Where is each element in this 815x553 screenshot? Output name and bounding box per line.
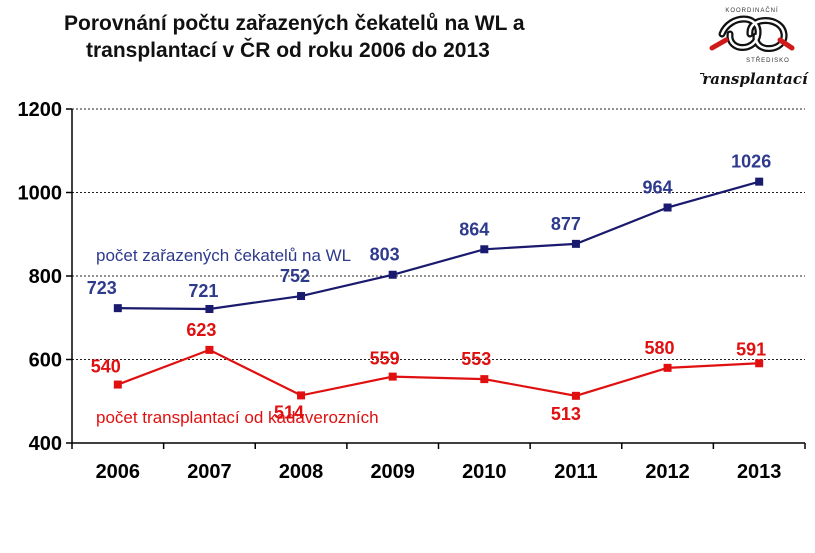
data-point-marker [480,375,489,384]
data-label: 591 [736,339,766,359]
data-point-marker [205,345,214,354]
x-tick-label: 2013 [737,461,782,483]
axes [66,108,806,449]
chart-title: Porovnání počtu zařazených čekatelů na W… [64,10,624,64]
data-point-marker [755,177,764,186]
data-label: 877 [551,214,581,234]
series-2: 540 623 514 559 553 513 580 591 [91,320,766,424]
data-label: 723 [87,278,117,298]
logo-bottom-text: Transplantací [700,70,809,88]
series-line [117,348,760,397]
y-tick-label: 1000 [18,183,63,205]
data-label: 721 [188,281,218,301]
chart-title-line-1: Porovnání počtu zařazených čekatelů na W… [64,12,525,35]
logo-middle-text: STŘEDISKO [746,56,790,64]
x-tick-label: 2012 [645,461,690,483]
data-label: 514 [274,402,304,422]
data-point-marker [297,391,306,400]
data-label: 964 [643,178,673,198]
data-point-marker [755,359,764,368]
data-label: 559 [370,349,400,369]
logo-knot-icon [709,15,795,52]
y-axis-tick-labels: 400 600 800 1000 1200 [18,99,63,455]
transplant-coordination-logo: KOORDINAČNÍ STŘEDISKO Transplantací [700,7,809,88]
y-tick-label: 400 [29,433,62,455]
x-tick-label: 2008 [279,461,324,483]
data-point-marker [480,245,489,254]
data-point-marker [571,239,580,248]
data-label: 1026 [731,152,771,172]
x-tick-label: 2011 [554,461,597,483]
data-point-marker [571,391,580,400]
series-label-waiting-list: počet zařazených čekatelů na WL [96,246,351,265]
data-point-marker [663,363,672,372]
series-labels: počet zařazených čekatelů na WL počet tra… [96,246,379,427]
chart-title-line-2: transplantací v ČR od roku 2006 do 2013 [86,39,490,62]
series-line [117,180,760,311]
series-1: 723 721 752 803 864 877 964 1026 [87,152,771,313]
x-tick-label: 2009 [370,461,415,483]
x-tick-label: 2007 [187,461,232,483]
data-point-marker [113,304,122,313]
y-tick-label: 1200 [18,99,63,121]
data-point-marker [297,292,306,301]
series-layer: 723 721 752 803 864 877 964 1026 540 623 514 559 553… [87,152,771,424]
data-label: 540 [91,357,121,377]
data-label: 553 [461,349,491,369]
grid-lines [72,108,805,360]
data-point-marker [113,380,122,389]
data-label: 752 [280,266,310,286]
x-axis-tick-labels: 2006 2007 2008 2009 2010 2011 2012 2013 [96,461,782,483]
x-tick-label: 2010 [462,461,507,483]
data-point-marker [205,304,214,313]
data-label: 803 [370,245,400,265]
data-label: 623 [186,320,216,340]
data-point-marker [388,372,397,381]
data-point-marker [663,203,672,212]
data-point-marker [388,270,397,279]
series-label-transplants: počet transplantací od kadaverozních [96,408,379,427]
y-tick-label: 600 [29,350,62,372]
data-label: 513 [551,404,581,424]
y-tick-label: 800 [29,266,62,288]
x-tick-label: 2006 [96,461,141,483]
data-label: 864 [459,219,489,239]
logo-top-text: KOORDINAČNÍ [725,7,778,14]
data-label: 580 [645,338,675,358]
